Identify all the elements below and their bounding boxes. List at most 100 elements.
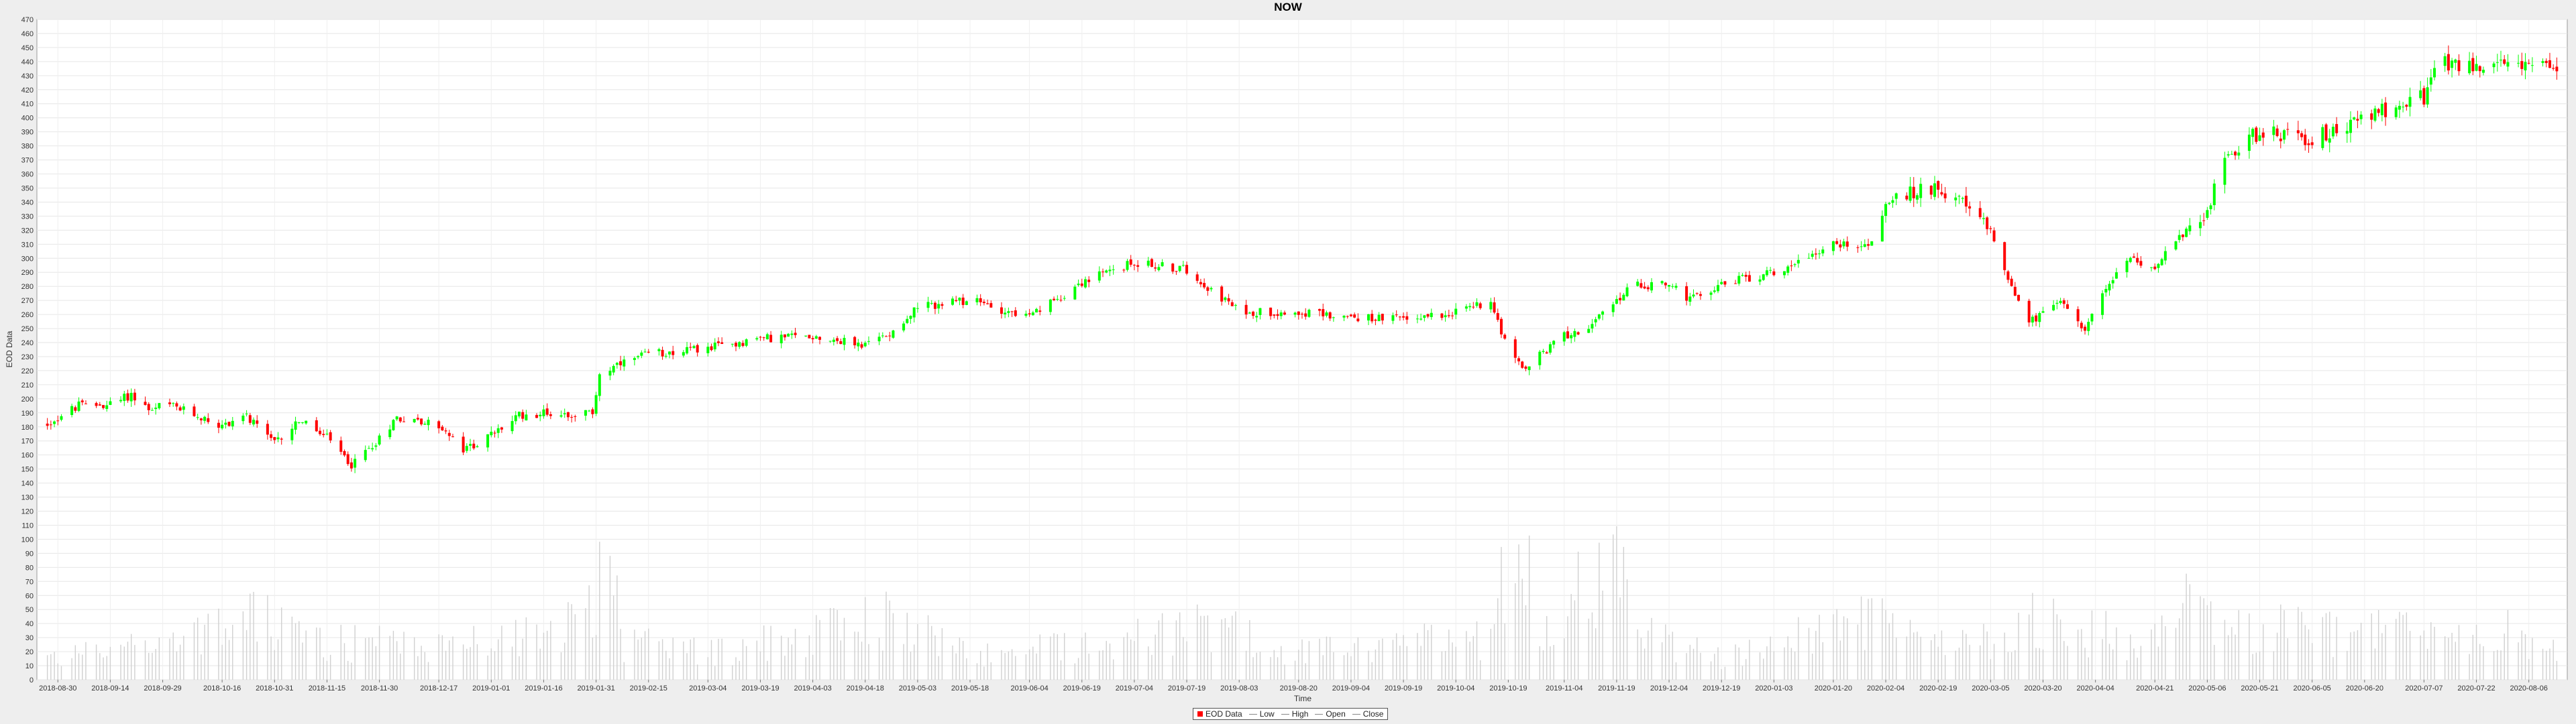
candle-body [178,407,182,411]
legend-label-close: Close [1362,709,1384,719]
candle-body [447,432,451,436]
candle-body [521,412,525,419]
candle-body [193,406,196,416]
candle-body [1615,299,1618,304]
candle-body [2059,300,2062,304]
candle-body [1108,269,1112,272]
x-tick-label: 2020-04-21 [2136,684,2174,692]
legend-label-eod: EOD Data [1205,709,1242,719]
candle-body [1496,313,1499,320]
candle-body [147,404,150,410]
candle-body [759,337,762,338]
candle-body [2035,315,2038,322]
candle-body [734,343,737,347]
candle-body [469,444,472,446]
candle-body [2422,88,2426,105]
plot-area [36,19,2568,680]
y-tick-label: 410 [21,101,34,109]
candle-body [1548,344,1552,353]
candle-body [2555,66,2559,72]
candle-body [1178,265,1181,272]
candle-body [1668,285,1671,287]
chart-title: NOW [1274,1,1303,13]
candle-body [1199,282,1202,285]
candle-body [863,343,867,347]
candle-body [2178,235,2181,240]
candle-body [1968,206,1972,209]
candle-body [1381,314,1384,321]
candle-body [2132,256,2135,258]
candle-body [1468,306,1472,308]
candle-body [1171,263,1175,272]
candle-body [1252,311,1255,316]
candle-body [490,432,493,436]
candle-body [2478,66,2481,72]
candle-body [500,427,503,430]
legend-item-low: Low [1248,709,1275,719]
candle-body [2517,62,2520,64]
candle-body [1203,283,1206,288]
candle-body [741,343,745,346]
candle-body [542,409,545,416]
candle-body [95,403,98,406]
candle-body [129,393,133,402]
candle-body [1053,298,1056,300]
candle-body [2251,129,2255,137]
candle-body [941,304,944,306]
candle-body [2212,183,2216,206]
candle-body [1000,307,1003,314]
candle-body [745,339,748,346]
candle-body [2384,102,2387,117]
x-tick-label: 2020-06-20 [2346,684,2383,692]
candle-body [1122,269,1126,271]
candle-body [144,402,147,406]
y-tick-label: 70 [25,578,34,586]
candle-body [1475,302,1479,306]
y-tick-label: 280 [21,283,34,291]
candle-body [1597,314,1601,319]
candle-body [574,416,577,418]
candle-body [1758,279,1762,282]
candle-body [1741,275,1744,276]
candle-body [1056,298,1059,300]
candle-body [2237,152,2241,156]
candle-body [203,416,207,421]
candle-body [657,349,661,351]
candle-body [2013,286,2017,296]
x-tick-label: 2019-12-19 [1703,684,1740,692]
candle-body [2345,131,2349,134]
y-gridlines [37,19,2567,680]
candle-body [539,414,542,416]
candle-body [1224,297,1227,300]
candle-body [1513,339,1517,358]
candle-body [881,335,884,337]
candle-body [514,415,517,422]
x-tick-label: 2018-09-14 [91,684,129,692]
candle-body [2087,322,2090,331]
candle-body [49,424,52,426]
x-tick-label: 2019-08-03 [1220,684,1258,692]
candle-body [937,304,941,309]
candle-body [2125,260,2129,272]
candle-body [1402,316,1405,318]
y-tick-label: 180 [21,424,34,432]
y-tick-label: 170 [21,438,34,446]
candle-body [1479,303,1482,308]
candle-body [1709,292,1713,295]
candle-body [1444,315,1447,318]
candle-body [1374,319,1377,321]
candle-body [1035,308,1038,313]
candle-body [1395,314,1398,316]
candle-body [70,406,74,415]
candle-body [731,343,734,345]
x-tick-label: 2019-06-19 [1063,684,1101,692]
candle-body [1943,193,1947,198]
candle-body [1464,306,1468,309]
candle-body [486,434,490,448]
candle-body [1870,241,1874,246]
candle-body [1842,241,1845,247]
candle-body [780,335,783,344]
candle-body [1888,202,1891,204]
candle-body [1154,267,1157,269]
